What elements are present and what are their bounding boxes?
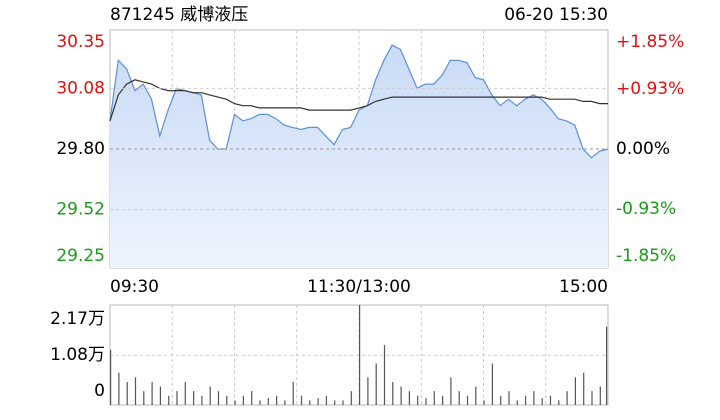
volume-bar — [342, 400, 344, 405]
y-tick-label: 29.25 — [56, 246, 105, 266]
x-tick-label: 11:30/13:00 — [307, 277, 411, 297]
volume-bar — [533, 391, 535, 405]
volume-bar — [201, 395, 203, 405]
x-tick-label: 09:30 — [110, 277, 159, 297]
volume-bar — [606, 326, 608, 405]
y2-tick-label: -0.93% — [616, 199, 676, 219]
volume-bar — [491, 363, 493, 405]
volume-bar — [284, 400, 286, 405]
volume-bar — [134, 377, 137, 405]
volume-bar — [184, 381, 186, 405]
timestamp: 06-20 15:30 — [504, 5, 608, 25]
y-tick-label: 29.52 — [56, 200, 105, 220]
volume-bar — [417, 395, 419, 405]
volume-bar — [392, 381, 394, 405]
volume-bar — [367, 377, 369, 405]
volume-bar — [400, 386, 402, 405]
volume-bar — [433, 391, 435, 405]
volume-bar — [375, 363, 377, 405]
volume-bar — [276, 395, 278, 405]
average-line — [109, 79, 608, 122]
volume-bar — [466, 395, 469, 405]
volume-bar — [259, 400, 261, 405]
chart-title: 871245 威博液压 — [110, 5, 248, 25]
volume-bar — [143, 391, 145, 405]
volume-bar — [226, 395, 228, 405]
y-tick-label: 29.80 — [56, 139, 105, 159]
volume-bar — [408, 391, 410, 405]
volume-bar — [234, 400, 236, 405]
y-tick-label: 2.17万 — [50, 309, 105, 329]
price-area — [110, 45, 608, 268]
volume-bar — [599, 386, 601, 405]
volume-bar — [110, 349, 112, 405]
volume-bar — [267, 398, 269, 405]
plot: sina.com30.3530.0829.8029.5229.25+1.85%+… — [50, 29, 684, 406]
y2-tick-label: -1.85% — [616, 246, 676, 266]
volume-bar — [566, 391, 568, 405]
volume-bar — [317, 398, 319, 405]
volume-bar — [359, 305, 361, 405]
volume-bar — [251, 391, 253, 405]
y2-tick-label: +0.93% — [616, 79, 684, 99]
y-tick-label: 30.08 — [56, 78, 105, 98]
volume-bar — [442, 395, 444, 405]
volume-bar — [242, 395, 244, 405]
volume-bar — [325, 395, 327, 405]
y-tick-label: 1.08万 — [50, 345, 105, 365]
volume-bar — [425, 398, 427, 405]
volume-bar — [300, 395, 303, 405]
volume-bar — [591, 391, 593, 405]
volume-bar — [516, 400, 518, 405]
volume-bar — [574, 377, 576, 405]
x-tick-label: 15:00 — [559, 277, 608, 297]
volume-bar — [292, 381, 294, 405]
volume-bar — [126, 381, 128, 405]
volume-bar — [217, 391, 220, 405]
volume-bar — [450, 377, 452, 405]
volume-bar — [508, 391, 510, 405]
volume-bar — [383, 345, 386, 405]
volume-bar — [159, 386, 161, 405]
y2-tick-label: +1.85% — [616, 32, 684, 52]
volume-bar — [549, 395, 552, 405]
volume-bar — [541, 398, 543, 405]
y2-tick-label: 0.00% — [616, 139, 670, 159]
y-tick-label: 30.35 — [56, 32, 105, 52]
volume-bar — [176, 391, 178, 405]
volume-bar — [583, 372, 585, 405]
volume-bar — [525, 395, 527, 405]
volume-bar — [475, 386, 477, 405]
volume-bar — [458, 391, 460, 405]
volume-bar — [558, 400, 560, 405]
volume-bar — [193, 391, 195, 405]
volume-bar — [334, 400, 336, 405]
volume-bar — [151, 381, 153, 405]
volume-bar — [500, 395, 502, 405]
volume-bar — [350, 391, 352, 405]
volume-bar — [168, 395, 170, 405]
volume-bar — [209, 386, 211, 405]
volume-bar — [309, 400, 311, 405]
y-tick-label: 0 — [94, 381, 105, 401]
volume-bar — [483, 400, 485, 405]
volume-bar — [118, 372, 120, 405]
